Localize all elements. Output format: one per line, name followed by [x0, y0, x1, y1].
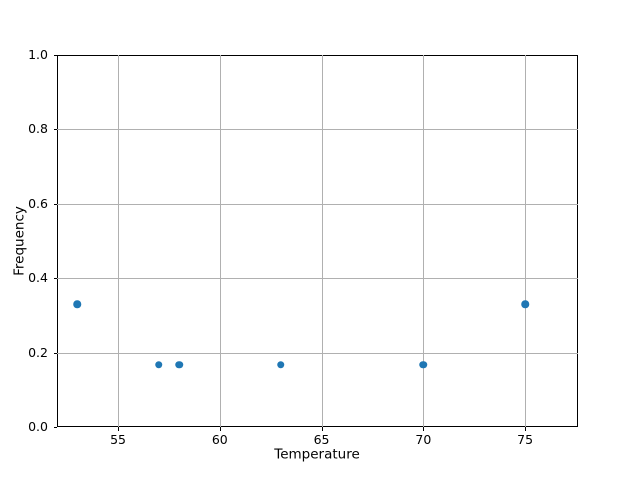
x-tick-mark: [321, 427, 323, 431]
x-tick-label: 60: [211, 432, 228, 447]
x-gridline: [118, 55, 120, 427]
y-tick-mark: [53, 55, 57, 56]
scatter-point: [277, 361, 285, 369]
y-tick-mark: [53, 352, 57, 354]
x-gridline: [321, 55, 323, 427]
scatter-point: [73, 300, 82, 308]
scatter-point: [175, 361, 183, 369]
x-axis-title: Temperature: [274, 446, 360, 463]
x-tick-mark: [118, 427, 120, 431]
scatter-point: [155, 361, 163, 369]
x-gridline: [525, 55, 527, 427]
y-tick-mark: [53, 278, 57, 280]
y-tick-label: 0.0: [28, 418, 48, 434]
x-tick-label: 65: [313, 432, 330, 447]
y-tick-mark: [53, 427, 57, 428]
y-gridline: [57, 203, 578, 205]
y-tick-mark: [53, 129, 57, 131]
y-gridline: [57, 129, 578, 131]
x-tick-mark: [423, 427, 425, 431]
x-tick-mark: [525, 427, 527, 431]
x-tick-mark: [219, 427, 221, 431]
plot-area: [57, 55, 578, 427]
y-tick-label: 0.4: [28, 269, 48, 285]
y-gridline: [57, 278, 578, 280]
x-tick-label: 70: [415, 432, 432, 447]
y-tick-label: 0.8: [28, 121, 48, 137]
x-tick-label: 55: [110, 432, 126, 447]
x-gridline: [423, 55, 425, 427]
y-tick-label: 0.6: [28, 195, 48, 211]
scatter-point: [521, 300, 529, 308]
scatter-point: [419, 361, 428, 369]
y-tick-mark: [53, 203, 57, 205]
y-tick-label: 1.0: [28, 46, 48, 62]
x-gridline: [219, 55, 221, 427]
y-axis-title: Frequency: [11, 206, 28, 276]
y-tick-label: 0.2: [28, 344, 48, 360]
y-gridline: [57, 352, 578, 354]
x-tick-label: 75: [517, 432, 534, 447]
